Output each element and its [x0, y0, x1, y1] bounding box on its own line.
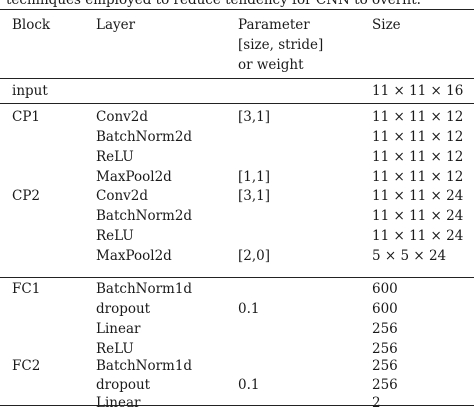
table-row: CP1 Conv2d [3,1] 11 × 11 × 12 — [0, 107, 474, 127]
cell-layer: ReLU — [96, 228, 134, 244]
table-row: ReLU 11 × 11 × 12 — [0, 147, 474, 167]
cell-layer: ReLU — [96, 341, 134, 357]
table-row: dropout 0.1 600 — [0, 299, 474, 319]
cell-layer: BatchNorm1d — [96, 281, 193, 297]
cell-param: 0.1 — [238, 301, 260, 317]
cell-size: 11 × 11 × 12 — [372, 149, 464, 165]
cell-layer: Conv2d — [96, 188, 149, 204]
cell-block: FC1 — [12, 281, 41, 297]
cell-param: 0.1 — [238, 377, 260, 393]
cell-size: 11 × 11 × 12 — [372, 109, 464, 125]
section-rule — [0, 103, 474, 104]
header-parameter-line: or weight — [238, 57, 304, 73]
cell-size: 11 × 11 × 16 — [372, 83, 464, 99]
cell-layer: dropout — [96, 377, 151, 393]
cell-layer: MaxPool2d — [96, 169, 172, 185]
cell-param: [3,1] — [238, 109, 271, 125]
table-row: FC1 BatchNorm1d 600 — [0, 279, 474, 299]
table-row: Linear 2 — [0, 393, 474, 413]
cell-size: 600 — [372, 281, 398, 297]
cell-layer: ReLU — [96, 149, 134, 165]
cell-layer: dropout — [96, 301, 151, 317]
cell-param: [3,1] — [238, 188, 271, 204]
table-row: BatchNorm2d 11 × 11 × 12 — [0, 127, 474, 147]
header-parameter-line: Parameter — [238, 17, 310, 33]
cell-size: 11 × 11 × 12 — [372, 129, 464, 145]
cell-param: [2,0] — [238, 248, 271, 264]
table-row: ReLU 256 — [0, 339, 474, 359]
table-row: MaxPool2d [1,1] 11 × 11 × 12 — [0, 167, 474, 187]
bottom-rule — [0, 405, 474, 406]
cell-size: 600 — [372, 301, 398, 317]
header-parameter: Parameter [size, stride] or weight — [238, 15, 323, 75]
table-row: MaxPool2d [2,0] 5 × 5 × 24 — [0, 246, 474, 266]
cell-size: 256 — [372, 321, 398, 337]
header-block: Block — [12, 17, 51, 33]
header-parameter-line: [size, stride] — [238, 37, 324, 53]
cell-layer: Linear — [96, 395, 141, 411]
cell-block: FC2 — [12, 358, 41, 374]
cell-size: 11 × 11 × 24 — [372, 228, 464, 244]
cell-size: 256 — [372, 358, 398, 374]
cell-layer: BatchNorm1d — [96, 358, 193, 374]
cell-layer: Linear — [96, 321, 141, 337]
cell-size: 256 — [372, 377, 398, 393]
table-row: BatchNorm2d 11 × 11 × 24 — [0, 206, 474, 226]
cell-layer: BatchNorm2d — [96, 208, 193, 224]
section-rule — [0, 277, 474, 278]
cell-size: 256 — [372, 341, 398, 357]
cell-size: 11 × 11 × 24 — [372, 208, 464, 224]
header-size: Size — [372, 17, 401, 33]
cell-block: CP2 — [12, 188, 41, 204]
header-layer: Layer — [96, 17, 136, 33]
cell-layer: MaxPool2d — [96, 248, 172, 264]
cell-size: 5 × 5 × 24 — [372, 248, 447, 264]
table-caption: techniques employed to reduce tendency f… — [6, 0, 421, 8]
cell-layer: BatchNorm2d — [96, 129, 193, 145]
cell-size: 11 × 11 × 12 — [372, 169, 464, 185]
table-row: FC2 BatchNorm1d 256 — [0, 356, 474, 376]
table-row: Linear 256 — [0, 319, 474, 339]
table-row: CP2 Conv2d [3,1] 11 × 11 × 24 — [0, 186, 474, 206]
top-rule — [0, 9, 474, 10]
table-row: ReLU 11 × 11 × 24 — [0, 226, 474, 246]
cell-block: CP1 — [12, 109, 41, 125]
cell-size: 2 — [372, 395, 381, 411]
header-rule — [0, 78, 474, 79]
cell-param: [1,1] — [238, 169, 271, 185]
cell-block: input — [12, 83, 48, 99]
table-row: dropout 0.1 256 — [0, 375, 474, 395]
cell-layer: Conv2d — [96, 109, 149, 125]
cell-size: 11 × 11 × 24 — [372, 188, 464, 204]
table-row-input: input 11 × 11 × 16 — [0, 81, 474, 101]
